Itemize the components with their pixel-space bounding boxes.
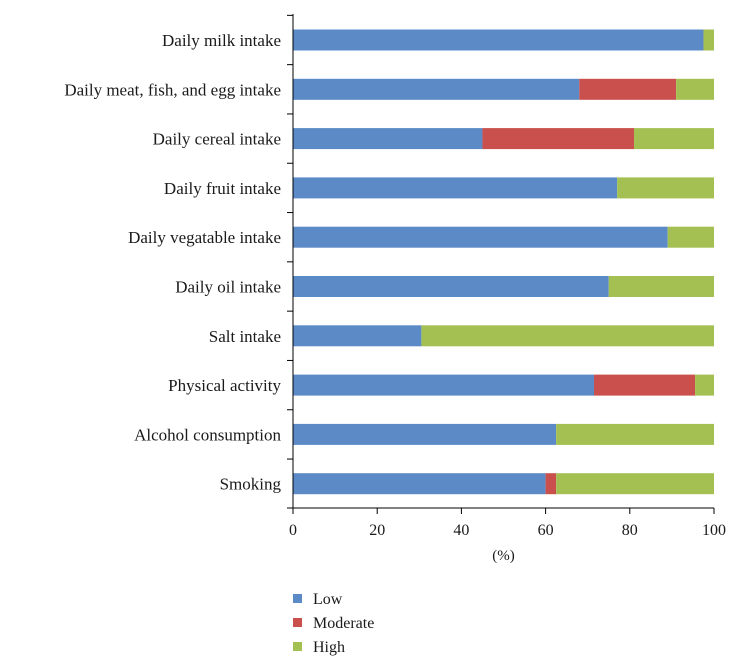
legend-swatch-high: [293, 642, 302, 651]
x-tick-label: 60: [538, 522, 554, 539]
legend-label-high: High: [313, 639, 345, 656]
plot-area: [293, 29, 714, 495]
bar-daily-milk-intake-high: [703, 29, 714, 51]
bar-alcohol-consumption-low: [293, 423, 557, 445]
axes: 0 20 40 60 80 100 (%): [287, 14, 726, 564]
legend-label-low: Low: [313, 591, 343, 608]
bar-smoking-high: [556, 473, 714, 495]
bar-daily-milk-intake-low: [293, 29, 704, 51]
bar-alcohol-consumption-high: [556, 423, 714, 445]
bar-daily-meat-fish-and-egg-intake-high: [676, 78, 714, 100]
category-label: Daily milk intake: [162, 31, 281, 50]
bar-daily-oil-intake-low: [293, 276, 609, 297]
x-tick-label: 20: [369, 522, 385, 539]
bar-physical-activity-low: [293, 374, 595, 396]
bar-daily-cereal-intake-moderate: [482, 128, 635, 150]
bar-daily-fruit-intake-low: [293, 177, 618, 199]
bar-daily-vegatable-intake-low: [293, 226, 668, 248]
bar-daily-cereal-intake-high: [634, 128, 714, 150]
category-labels: Daily milk intake Daily meat, fish, and e…: [64, 31, 281, 494]
x-axis-title: (%): [492, 548, 515, 564]
category-label: Alcohol consumption: [134, 425, 281, 444]
x-tick-label: 80: [622, 522, 638, 539]
legend-label-moderate: Moderate: [313, 615, 374, 632]
bar-daily-vegatable-intake-high: [667, 226, 714, 248]
category-label: Salt intake: [209, 327, 281, 346]
legend-swatch-moderate: [293, 618, 302, 627]
bar-daily-cereal-intake-low: [293, 128, 483, 150]
legend-swatch-low: [293, 594, 302, 603]
x-tick-label: 40: [453, 522, 469, 539]
bar-daily-fruit-intake-high: [617, 177, 714, 199]
bar-physical-activity-moderate: [594, 374, 696, 396]
bar-salt-intake-low: [293, 325, 422, 347]
category-label: Physical activity: [168, 376, 281, 395]
legend: Low Moderate High: [293, 591, 374, 656]
bar-smoking-moderate: [545, 473, 557, 495]
category-label: Smoking: [220, 475, 282, 494]
bar-smoking-low: [293, 473, 546, 495]
category-label: Daily cereal intake: [153, 130, 281, 149]
x-tick-label: 100: [702, 522, 726, 539]
bar-daily-meat-fish-and-egg-intake-moderate: [579, 78, 677, 100]
category-label: Daily vegatable intake: [128, 228, 281, 247]
x-tick-label: 0: [289, 522, 297, 539]
category-label: Daily oil intake: [175, 278, 281, 297]
category-label: Daily fruit intake: [164, 179, 281, 198]
bar-salt-intake-high: [421, 325, 714, 347]
bar-physical-activity-high: [695, 374, 714, 396]
category-label: Daily meat, fish, and egg intake: [64, 80, 281, 99]
bar-daily-oil-intake-high: [608, 276, 714, 297]
bar-daily-meat-fish-and-egg-intake-low: [293, 78, 580, 100]
